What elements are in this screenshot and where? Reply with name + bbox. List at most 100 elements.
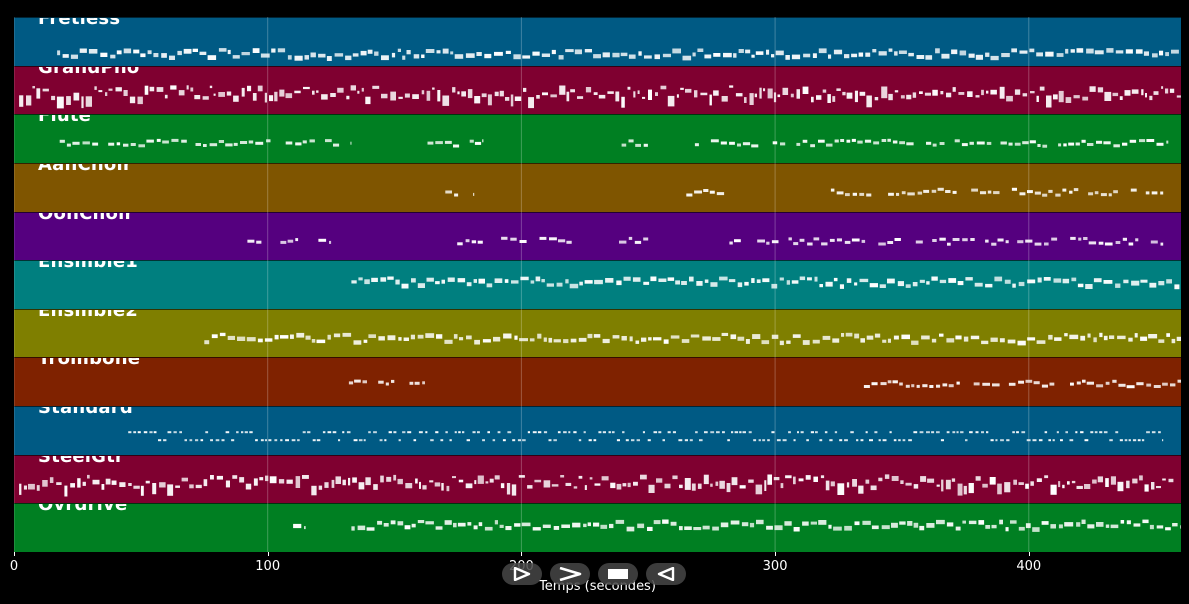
note	[178, 89, 185, 96]
note	[1044, 242, 1049, 246]
fast-forward-button[interactable]	[550, 563, 590, 585]
note	[145, 480, 150, 484]
note	[633, 481, 638, 486]
note	[474, 339, 480, 345]
note	[543, 480, 551, 488]
note	[784, 521, 792, 527]
note	[1004, 481, 1011, 493]
stop-icon	[608, 569, 628, 579]
note	[454, 431, 457, 434]
note	[264, 439, 267, 442]
note	[905, 482, 912, 486]
note	[1080, 335, 1086, 341]
note	[285, 141, 293, 145]
rewind-button[interactable]	[646, 563, 686, 585]
note	[534, 479, 542, 483]
note	[255, 142, 264, 146]
note	[845, 193, 850, 197]
note	[1112, 92, 1119, 96]
note	[612, 334, 620, 339]
note	[1036, 478, 1042, 482]
note	[818, 48, 827, 54]
note	[965, 277, 973, 281]
note	[1140, 336, 1148, 341]
note	[471, 239, 477, 243]
note	[1180, 525, 1181, 529]
note	[756, 279, 761, 284]
track-notes	[351, 276, 1180, 290]
note	[1105, 524, 1110, 529]
note	[1044, 431, 1048, 434]
play-button[interactable]	[502, 563, 542, 585]
note	[79, 48, 87, 53]
note	[268, 439, 272, 442]
note	[1153, 385, 1161, 389]
note	[1166, 279, 1172, 284]
note	[658, 431, 662, 434]
note	[333, 333, 341, 338]
note	[766, 241, 770, 245]
note	[286, 479, 293, 484]
note	[629, 336, 633, 342]
note	[421, 89, 425, 94]
note	[537, 333, 542, 339]
note	[749, 523, 755, 528]
note	[494, 278, 503, 284]
note	[32, 85, 35, 89]
note	[899, 382, 903, 386]
note	[1014, 89, 1021, 95]
note	[585, 86, 592, 93]
note	[450, 51, 454, 55]
x-tick-mark	[1028, 552, 1030, 556]
note	[1128, 439, 1131, 442]
note	[383, 523, 389, 527]
note	[672, 48, 681, 54]
note	[138, 144, 145, 148]
stop-button[interactable]	[598, 563, 638, 585]
note	[621, 335, 627, 341]
note	[968, 521, 977, 525]
note	[911, 340, 919, 345]
note	[1006, 439, 1010, 442]
note	[854, 521, 860, 526]
note	[700, 92, 708, 95]
note	[346, 95, 350, 99]
note	[280, 240, 287, 244]
note	[975, 431, 979, 434]
note	[925, 55, 933, 60]
note	[1019, 50, 1028, 54]
note	[622, 431, 625, 434]
note	[373, 483, 378, 490]
note	[452, 86, 456, 93]
note	[365, 96, 371, 104]
note	[790, 93, 794, 97]
note	[917, 191, 923, 195]
note	[829, 439, 833, 442]
note	[648, 89, 652, 100]
note	[1120, 520, 1125, 524]
note	[1151, 481, 1155, 490]
note	[514, 523, 521, 528]
note	[810, 521, 817, 525]
note	[578, 337, 587, 342]
note	[602, 338, 610, 343]
note	[477, 475, 484, 484]
track-notes	[445, 187, 1164, 197]
note	[636, 439, 640, 442]
note	[133, 49, 140, 54]
note	[461, 90, 466, 97]
note	[704, 431, 708, 434]
note	[116, 50, 122, 55]
note	[1063, 143, 1067, 147]
note	[900, 94, 905, 99]
rewind-icon	[657, 567, 675, 581]
note	[1090, 431, 1094, 434]
note	[653, 520, 661, 525]
note	[140, 485, 144, 496]
note	[291, 439, 296, 442]
note	[247, 239, 255, 243]
note	[720, 141, 727, 145]
note	[465, 53, 475, 58]
note	[1022, 141, 1029, 145]
note	[1096, 522, 1104, 528]
